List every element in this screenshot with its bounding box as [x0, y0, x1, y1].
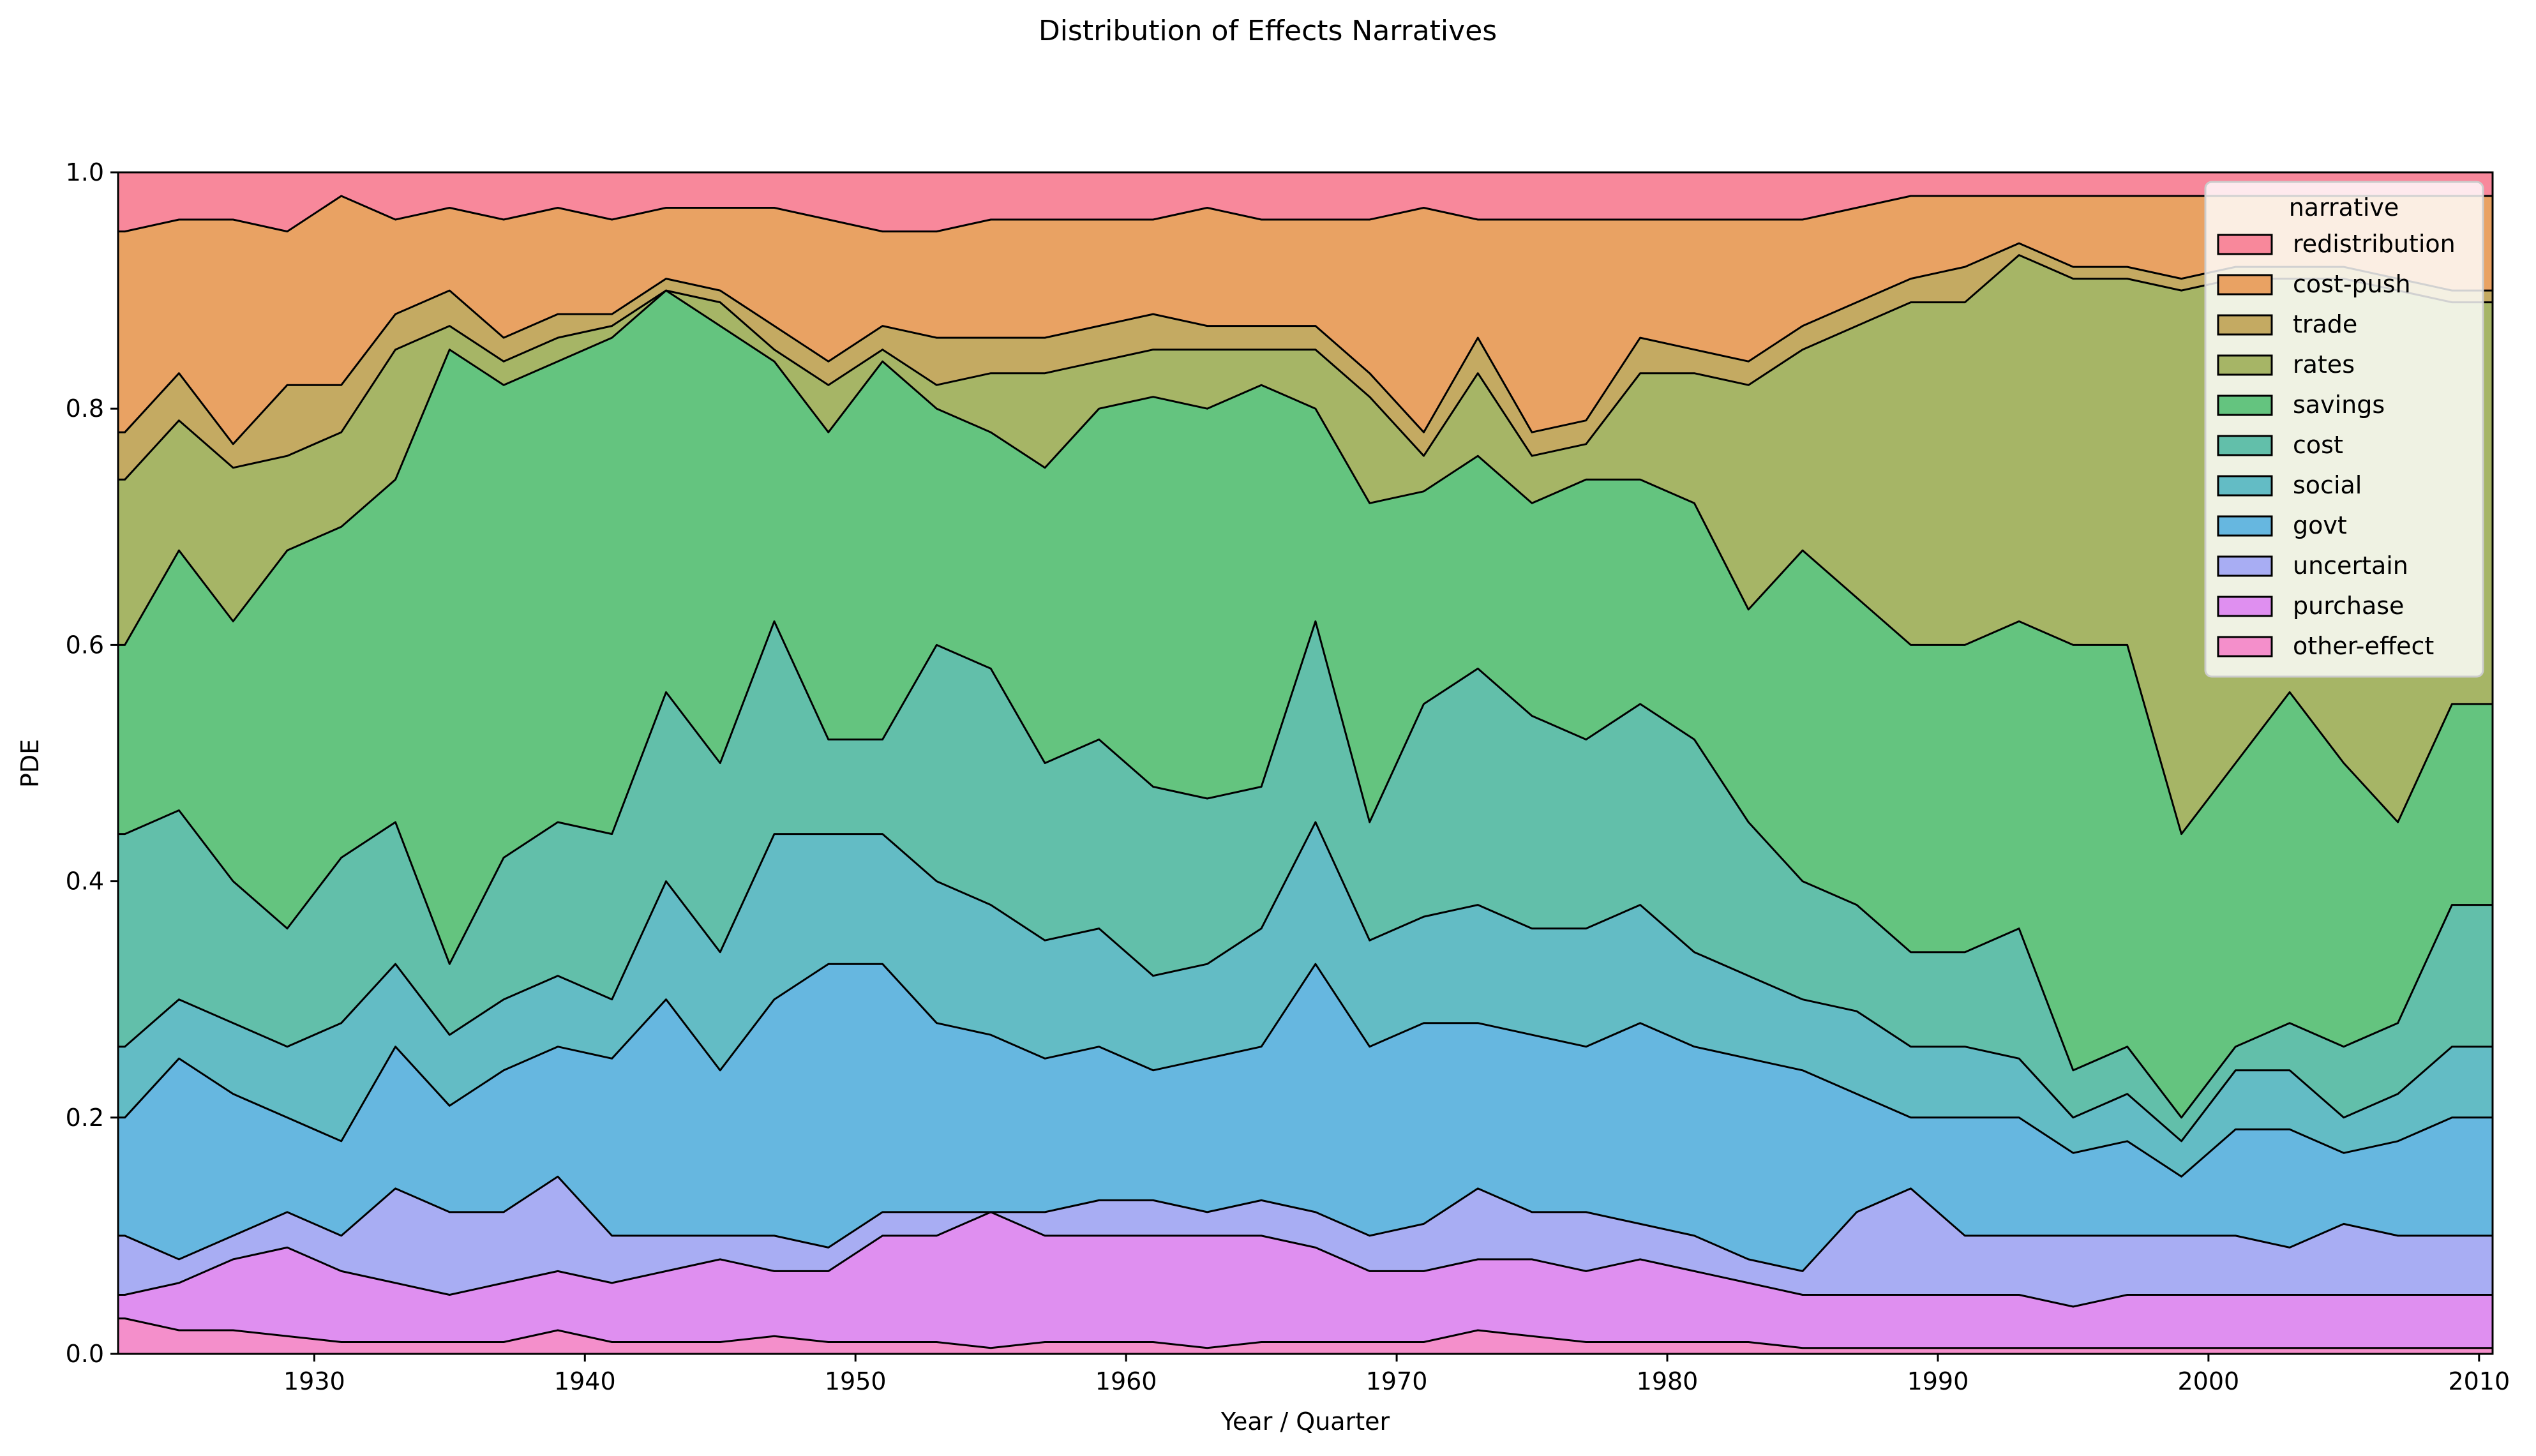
- area-rates: [118, 255, 2493, 834]
- line-purchase: [118, 1211, 2493, 1308]
- line-rates: [118, 254, 2493, 481]
- legend-label-cost: cost: [2293, 431, 2343, 459]
- legend-swatch-other-effect: [2217, 636, 2273, 657]
- x-axis-ticks: 1930 1940 1950 1960 1970 1980 1990 2000 2010: [283, 1354, 2510, 1395]
- area-govt: [118, 964, 2493, 1272]
- y-tick-label: 0.2: [66, 1104, 104, 1132]
- area-uncertain: [118, 1176, 2493, 1307]
- line-cost-push: [118, 195, 2493, 233]
- area-social: [118, 822, 2493, 1177]
- legend-label-govt: govt: [2293, 511, 2347, 539]
- legend-label-purchase: purchase: [2293, 592, 2404, 620]
- x-tick-label: 2010: [2448, 1367, 2510, 1395]
- legend-title: narrative: [2289, 193, 2399, 221]
- plot-areas: [118, 172, 2493, 1354]
- legend-swatch-cost-push: [2217, 274, 2273, 296]
- legend-label-other-effect: other-effect: [2293, 632, 2434, 660]
- area-trade: [118, 243, 2493, 480]
- legend: narrative redistribution cost-push trade ra…: [2204, 181, 2484, 678]
- x-axis-label: Year / Quarter: [1220, 1407, 1390, 1436]
- legend-swatch-trade: [2217, 314, 2273, 336]
- legend-label-trade: trade: [2293, 310, 2357, 338]
- legend-swatch-purchase: [2217, 596, 2273, 617]
- legend-swatch-uncertain: [2217, 555, 2273, 577]
- legend-label-social: social: [2293, 471, 2362, 499]
- line-govt: [118, 963, 2493, 1178]
- legend-swatch-cost: [2217, 435, 2273, 456]
- legend-swatch-redistribution: [2217, 234, 2273, 255]
- legend-swatch-social: [2217, 475, 2273, 497]
- legend-swatch-savings: [2217, 394, 2273, 416]
- line-trade: [118, 242, 2493, 446]
- x-tick-label: 1990: [1907, 1367, 1969, 1395]
- x-tick-label: 1950: [825, 1367, 887, 1395]
- legend-swatch-govt: [2217, 515, 2273, 537]
- legend-label-savings: savings: [2293, 391, 2385, 419]
- legend-label-cost-push: cost-push: [2293, 270, 2411, 298]
- legend-label-redistribution: redistribution: [2293, 230, 2456, 258]
- y-tick-label: 0.8: [66, 394, 104, 423]
- area-other-effect: [118, 1318, 2493, 1354]
- legend-box: [2204, 181, 2484, 678]
- x-tick-label: 2000: [2178, 1367, 2240, 1395]
- area-redistribution: [118, 172, 2493, 232]
- legend-items: redistribution cost-push trade rates savings…: [2217, 230, 2456, 660]
- chart-title: Distribution of Effects Narratives: [1039, 15, 1497, 47]
- y-axis-ticks: 0.0 0.2 0.4 0.6 0.8 1.0: [66, 158, 118, 1368]
- area-savings: [118, 290, 2493, 1118]
- x-tick-label: 1940: [554, 1367, 616, 1395]
- line-other-effect: [118, 1317, 2493, 1349]
- y-tick-label: 0.6: [66, 631, 104, 659]
- x-tick-label: 1960: [1095, 1367, 1157, 1395]
- line-savings: [118, 289, 2493, 836]
- legend-label-uncertain: uncertain: [2293, 552, 2408, 580]
- y-axis-label: PDE: [16, 739, 44, 788]
- legend-swatch-rates: [2217, 354, 2273, 376]
- line-social: [118, 821, 2493, 1143]
- line-uncertain: [118, 1175, 2493, 1272]
- y-tick-label: 1.0: [66, 158, 104, 186]
- plot-frame: [117, 171, 2494, 1355]
- y-tick-label: 0.4: [66, 867, 104, 896]
- x-tick-label: 1980: [1637, 1367, 1699, 1395]
- y-tick-label: 0.0: [66, 1340, 104, 1368]
- x-tick-label: 1970: [1366, 1367, 1428, 1395]
- legend-label-rates: rates: [2293, 350, 2355, 379]
- line-cost: [118, 620, 2493, 1119]
- area-purchase: [118, 1212, 2493, 1348]
- area-cost: [118, 621, 2493, 1141]
- x-tick-label: 1930: [283, 1367, 345, 1395]
- area-cost-push: [118, 196, 2493, 444]
